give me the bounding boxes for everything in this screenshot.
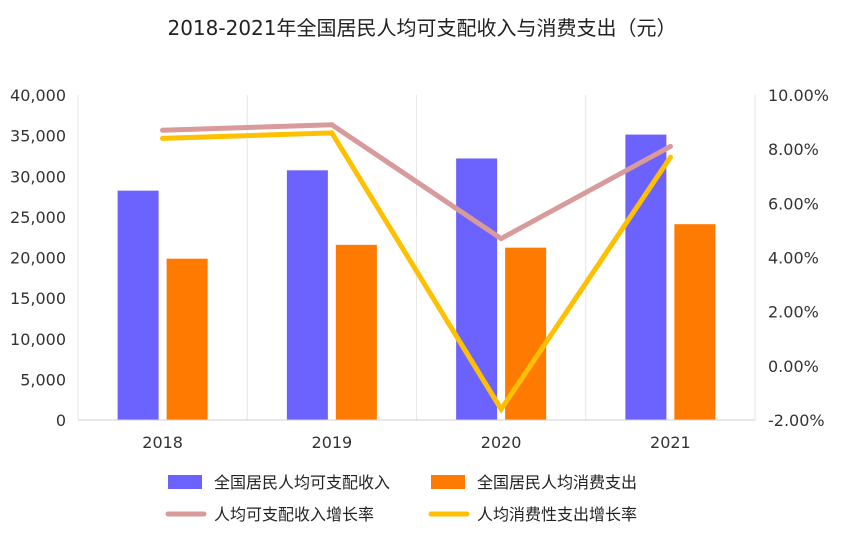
income-growth-line	[160, 122, 673, 242]
y-left-tick-label: 25,000	[10, 208, 66, 227]
y-left-tick-label: 40,000	[10, 86, 66, 105]
axes: 0 5,000 10,000 15,000 20,000 25,000 30,000 35,0…	[10, 86, 829, 452]
point-income-growth-2020	[498, 236, 504, 242]
legend-label-2: 人均可支配收入增长率	[214, 505, 374, 524]
chart-title: 2018-2021年全国居民人均可支配收入与消费支出（元）	[167, 16, 676, 40]
point-expense-growth-2020	[498, 406, 504, 412]
point-expense-growth-2019	[329, 130, 335, 136]
point-income-growth-2018	[160, 127, 166, 133]
point-income-growth-2021	[667, 143, 673, 149]
legend-label-3: 人均消费性支出增长率	[477, 505, 637, 524]
y-left-tick-label: 10,000	[10, 330, 66, 349]
x-tick-label: 2021	[650, 433, 691, 452]
y-right-tick-label: 0.00%	[768, 357, 819, 376]
bar-income-2021	[625, 134, 667, 420]
y-left-tick-label: 15,000	[10, 289, 66, 308]
y-right-tick-label: -2.00%	[768, 411, 825, 430]
y-right-tick-label: 10.00%	[768, 86, 829, 105]
bar-expense-2021	[674, 224, 716, 420]
legend-label-1: 全国居民人均消费支出	[477, 473, 637, 492]
y-left-tick-label: 20,000	[10, 249, 66, 268]
y-left-tick-label: 30,000	[10, 167, 66, 186]
bar-expense-2019	[335, 244, 377, 420]
x-tick-label: 2020	[481, 433, 522, 452]
y-left-tick-label: 0	[56, 411, 66, 430]
bar-income-2020	[456, 158, 498, 421]
y-right-tick-label: 8.00%	[768, 140, 819, 159]
x-tick-label: 2019	[312, 433, 353, 452]
lines	[160, 122, 673, 414]
legend-swatch-0	[168, 475, 202, 489]
bar-income-2018	[117, 190, 159, 420]
point-expense-growth-2021	[667, 154, 673, 160]
point-expense-growth-2018	[160, 135, 166, 141]
y-right-tick-label: 2.00%	[768, 303, 819, 322]
legend-swatch-1	[431, 475, 465, 489]
y-left-tick-label: 5,000	[20, 370, 66, 389]
y-right-tick-label: 4.00%	[768, 249, 819, 268]
grid	[77, 95, 756, 420]
point-income-growth-2019	[329, 122, 335, 128]
bar-income-2019	[286, 170, 328, 420]
y-left-tick-label: 35,000	[10, 127, 66, 146]
x-tick-label: 2018	[142, 433, 183, 452]
bar-expense-2018	[166, 258, 208, 420]
expense-growth-line	[160, 130, 673, 414]
legend-label-0: 全国居民人均可支配收入	[214, 473, 390, 492]
bars	[117, 134, 716, 421]
y-right-tick-label: 6.00%	[768, 194, 819, 213]
